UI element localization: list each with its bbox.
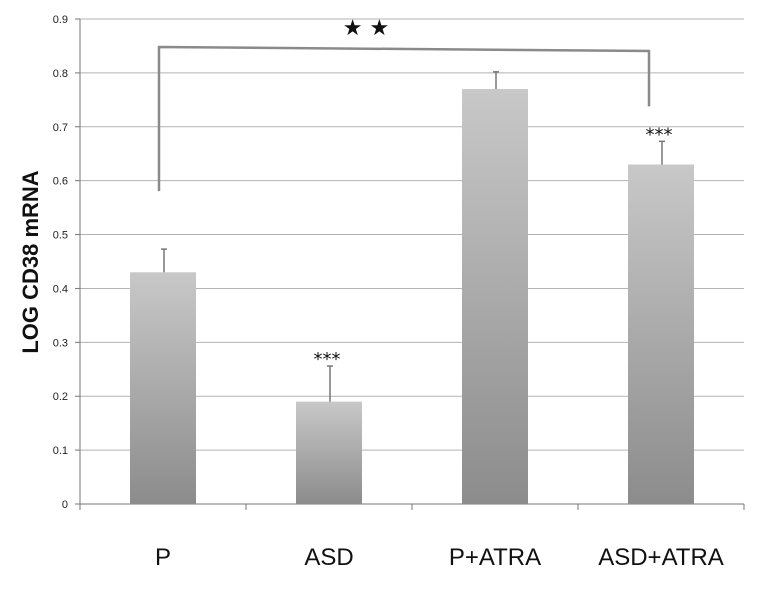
category-label: P — [155, 544, 171, 571]
y-tick-label: 0.1 — [53, 445, 68, 457]
bar — [130, 272, 196, 504]
category-label: ASD+ATRA — [598, 544, 724, 571]
significance-label: *** — [646, 124, 673, 145]
significance-bracket — [157, 45, 651, 192]
bracket-significance-label: ★ ★ — [343, 16, 389, 41]
y-tick-label: 0.8 — [53, 68, 68, 80]
bar — [296, 401, 362, 504]
y-tick-label: 0.3 — [53, 337, 68, 349]
y-tick-label: 0.9 — [53, 14, 68, 26]
y-tick-label: 0.2 — [53, 391, 68, 403]
y-axis-title: LOG CD38 mRNA — [18, 170, 43, 353]
category-label: ASD — [304, 544, 353, 571]
y-tick-label: 0.7 — [53, 122, 68, 134]
category-label: P+ATRA — [449, 544, 541, 571]
y-tick-label: 0.4 — [53, 283, 68, 295]
y-tick-label: 0 — [62, 499, 68, 511]
bar — [628, 164, 694, 504]
y-tick-label: 0.6 — [53, 176, 68, 188]
bar — [462, 89, 528, 505]
significance-label: *** — [314, 349, 341, 370]
y-tick-label: 0.5 — [53, 230, 68, 242]
